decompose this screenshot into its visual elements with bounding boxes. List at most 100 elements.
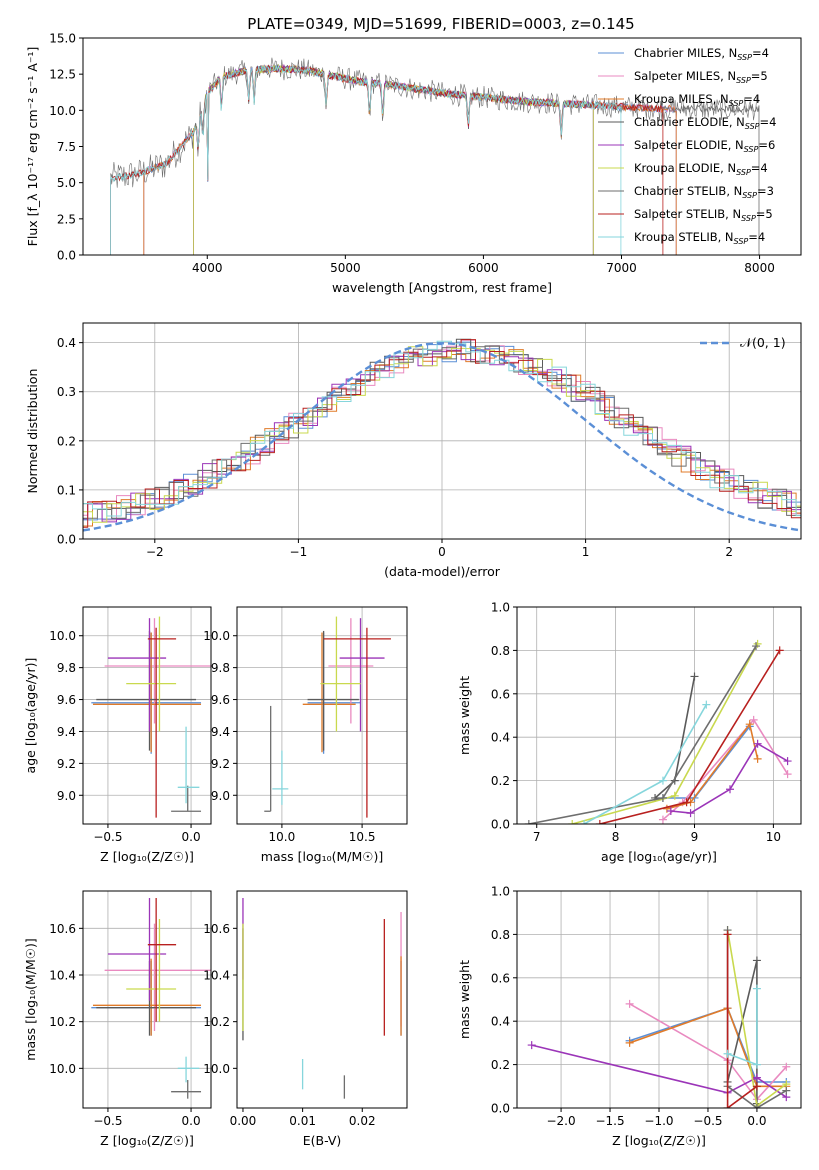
x-tick-label: 0.02: [349, 1114, 376, 1128]
mass-weight-marker: [670, 791, 679, 800]
y-tick-label: 10.0: [203, 1062, 230, 1076]
errorbar-point: [107, 618, 167, 732]
x-tick-label: 10: [766, 830, 781, 844]
mass-weight-marker: [723, 1104, 732, 1108]
x-axis-label: Z [log₁₀(Z/Z☉)]: [612, 1133, 706, 1148]
y-axis-label: mass [log₁₀(M/M☉)]: [23, 938, 38, 1060]
x-tick-label: 6000: [468, 261, 499, 275]
x-tick-label: 0.0: [747, 1114, 766, 1128]
plot-area: [83, 338, 801, 532]
y-tick-label: 0.3: [57, 385, 76, 399]
y-tick-label: 0.4: [491, 731, 510, 745]
y-tick-label: 10.6: [49, 922, 76, 936]
y-tick-label: 10.0: [203, 629, 230, 643]
x-axis-label: E(B-V): [303, 1133, 342, 1148]
mass-weight-marker: [782, 1086, 791, 1095]
y-tick-label: 0.0: [57, 249, 76, 263]
y-axis-label: Normed distribution: [25, 369, 40, 494]
axes-frame: [82, 606, 212, 825]
x-axis-label: wavelength [Angstrom, rest frame]: [332, 280, 552, 295]
mass-weight-marker: [752, 1104, 761, 1108]
legend-label: Kroupa MILES, NSSP=4: [634, 92, 760, 108]
mass-weight-marker: [686, 809, 695, 818]
errorbar-point: [126, 919, 177, 1022]
plot-area: [527, 926, 791, 1108]
mass-weight-marker: [595, 820, 604, 824]
y-axis-label: Flux [f_λ 10⁻¹⁷ erg cm⁻² s⁻¹ A⁻¹]: [25, 47, 40, 247]
y-axis-label: age [log₁₀(age/yr)]: [23, 658, 38, 774]
plot-area: [264, 616, 391, 818]
legend-label: Salpeter STELIB, NSSP=5: [634, 207, 773, 223]
y-tick-label: 10.2: [203, 1015, 230, 1029]
y-tick-label: 10.6: [203, 922, 230, 936]
model-spectrum-line: [110, 64, 622, 255]
plot-area: [91, 898, 211, 1099]
residuals-legend: 𝒩(0, 1): [700, 335, 786, 350]
model-spectrum-line: [143, 64, 677, 255]
errorbar-point: [126, 616, 177, 732]
mass-weight-marker: [723, 1049, 732, 1058]
errorbar-point: [96, 961, 197, 1036]
errorbar-point: [104, 923, 211, 1031]
mass-weight-marker: [752, 1073, 761, 1082]
y-tick-label: 9.4: [211, 725, 230, 739]
x-tick-label: 7000: [606, 261, 637, 275]
y-tick-label: 15.0: [49, 32, 76, 46]
residuals-panel: −2 −1 0 1 2 0.0 0.1 0.2 0.3 0.4 (data-model)/error…: [25, 322, 802, 579]
y-tick-label: 9.0: [211, 789, 230, 803]
errorbar-point: [302, 632, 356, 753]
x-tick-label: 1: [582, 545, 590, 559]
mass-weight-marker: [690, 672, 699, 681]
mass-weight-marker: [658, 793, 667, 802]
mass-vs-ebv-panel: 0.00 0.01 0.02 10.0 10.2 10.4 10.6 E(B-V): [203, 890, 408, 1148]
plot-area: [524, 639, 792, 824]
x-tick-label: −1.5: [595, 1114, 624, 1128]
x-tick-label: 8: [612, 830, 620, 844]
legend-label: Chabrier ELODIE, NSSP=4: [634, 115, 776, 131]
y-tick-label: 10.0: [49, 629, 76, 643]
mass-weight-marker: [666, 806, 675, 815]
mass-weight-marker: [726, 785, 734, 794]
residual-histogram: [83, 339, 801, 528]
mass-weight-marker: [753, 754, 762, 763]
x-tick-label: 10.0: [269, 830, 296, 844]
mass-weight-marker: [702, 700, 711, 709]
errorbar-point: [171, 785, 202, 812]
plot-area: [91, 616, 211, 818]
x-tick-label: 0.00: [230, 1114, 257, 1128]
y-tick-label: 1.0: [491, 601, 510, 615]
errorbar-point: [177, 726, 200, 804]
errorbar-point: [339, 618, 385, 732]
mass-weight-marker: [524, 820, 533, 824]
mass-weight-line: [531, 1044, 787, 1098]
legend-label: Chabrier STELIB, NSSP=3: [634, 184, 774, 200]
y-tick-label: 9.0: [57, 789, 76, 803]
y-tick-label: 10.4: [203, 969, 230, 983]
y-tick-label: 12.5: [49, 68, 76, 82]
x-tick-label: 0.0: [182, 1114, 201, 1128]
mass-weight-marker: [752, 984, 761, 993]
y-axis-label: mass weight: [457, 676, 472, 755]
mass-weight-marker: [625, 1038, 634, 1047]
errorbar-point: [264, 705, 272, 812]
age-vs-metallicity-panel: −0.5 0.0 9.0 9.2 9.4 9.6 9.8 10.0 Z [log₁₀(Z/Z☉)…: [23, 606, 212, 864]
y-tick-label: 9.2: [211, 757, 230, 771]
mass-weight-marker: [783, 757, 792, 766]
x-tick-label: 4000: [192, 261, 223, 275]
errorbar-point: [320, 616, 361, 732]
age-vs-mass-panel: 10.0 10.5 9.0 9.2 9.4 9.6 9.8 10.0 mass [log₁₀(M…: [203, 606, 408, 864]
mass-weight-line: [629, 1003, 787, 1101]
mass-weight-line: [727, 988, 758, 1066]
x-tick-label: 0: [438, 545, 446, 559]
axes-frame: [236, 606, 408, 825]
x-axis-label: age [log₁₀(age/yr)]: [601, 849, 717, 864]
mass-weight-marker: [752, 956, 761, 965]
mass-weight-marker: [752, 1060, 761, 1069]
mass-weight-marker: [745, 720, 754, 729]
spectrum-legend: Chabrier MILES, NSSP=4 Salpeter MILES, NS…: [598, 46, 776, 246]
y-axis-label: mass weight: [457, 960, 472, 1039]
y-tick-label: 0.2: [491, 1058, 510, 1072]
plot-area: [242, 898, 402, 1099]
y-tick-label: 1.0: [491, 885, 510, 899]
